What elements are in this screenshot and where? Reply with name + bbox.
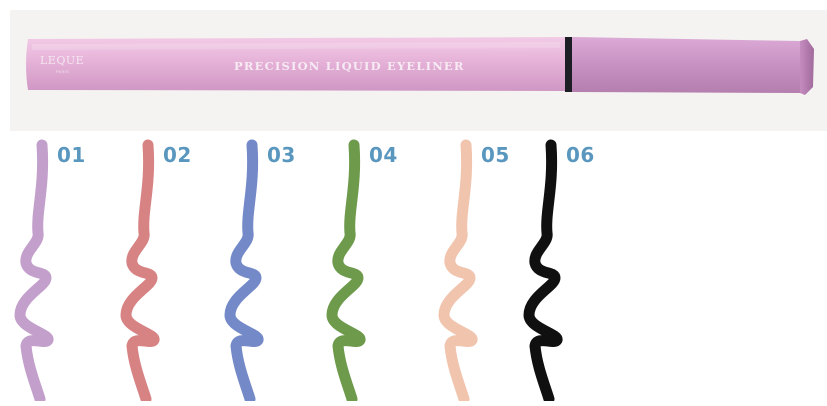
swatch-number-03: 03 xyxy=(267,143,296,167)
product-name-label: PRECISION LIQUID EYELINER xyxy=(234,59,465,73)
pen-tip xyxy=(800,39,814,95)
swatch-number-01: 01 xyxy=(57,143,86,167)
swatch-number-02: 02 xyxy=(163,143,192,167)
swatch-stroke-03 xyxy=(224,139,264,405)
brand-logo-text: LEQUE xyxy=(40,54,85,67)
pen-barrel xyxy=(26,37,566,91)
swatch-stroke-04 xyxy=(326,139,366,405)
product-photo-panel: LEQUE PARIS PRECISION LIQUID EYELINER xyxy=(10,10,827,131)
brand-subtext: PARIS xyxy=(56,69,70,74)
eyeliner-pen-image xyxy=(26,37,814,95)
swatch-stroke-06 xyxy=(523,139,563,405)
swatch-number-04: 04 xyxy=(369,143,398,167)
swatch-stroke-05 xyxy=(438,139,478,405)
pen-cap xyxy=(572,37,800,93)
swatch-strokes xyxy=(14,139,563,405)
swatch-number-06: 06 xyxy=(566,143,595,167)
pen-band xyxy=(565,37,572,92)
swatch-stroke-01 xyxy=(14,139,54,405)
swatch-stroke-02 xyxy=(120,139,160,405)
swatch-strip: 01 02 03 04 05 06 xyxy=(0,131,827,406)
swatch-number-05: 05 xyxy=(481,143,510,167)
